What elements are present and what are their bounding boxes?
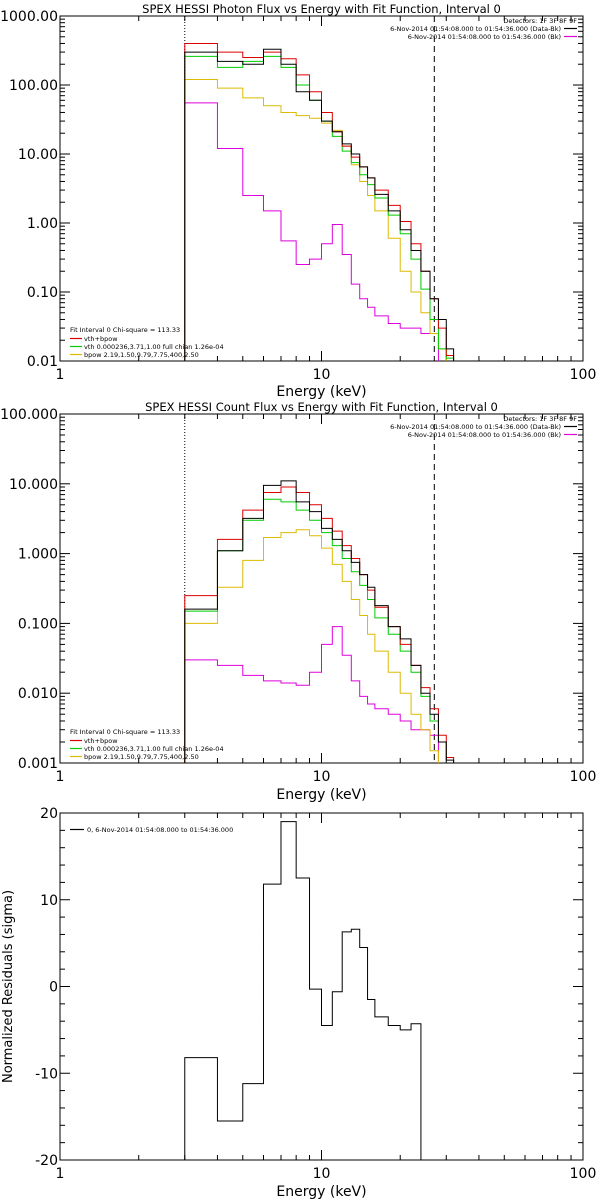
legend-bottom-left-entry: Fit Interval 0 Chi-square = 113.33 xyxy=(70,728,180,736)
legend-top-right-entry: 6-Nov-2014 01:54:08.000 to 01:54:36.000 … xyxy=(408,431,561,439)
y-axis-label: Normalized Residuals (sigma) xyxy=(1,890,16,1083)
x-tick-label: 1 xyxy=(56,769,65,785)
legend-bottom-left-entry: vth+bpow xyxy=(84,737,118,745)
y-tick-label: 0.010 xyxy=(18,686,58,702)
y-tick-label: 100.00 xyxy=(9,78,58,94)
plot-frame xyxy=(59,812,584,1161)
y-tick-label: 0.001 xyxy=(18,756,58,772)
series-data-line xyxy=(184,480,455,763)
chart-title: SPEX HESSI Photon Flux vs Energy with Fi… xyxy=(142,2,501,16)
y-tick-label: 1.000 xyxy=(18,547,58,563)
chart-title: SPEX HESSI Count Flux vs Energy with Fit… xyxy=(145,400,498,414)
series-data-line xyxy=(184,821,422,1160)
x-tick-label: 1 xyxy=(56,367,65,383)
y-tick-label: 10 xyxy=(40,893,58,909)
x-axis-label: Energy (keV) xyxy=(276,384,366,400)
series-vth-line xyxy=(184,498,455,763)
x-tick-label: 10 xyxy=(313,1166,331,1182)
y-tick-label: 100.000 xyxy=(0,407,58,423)
legend-top-right-entry: 6-Nov-2014 01:54:08.000 to 01:54:36.000 … xyxy=(408,33,561,41)
y-tick-label: 1.00 xyxy=(27,216,58,232)
y-tick-label: 1000.00 xyxy=(0,9,58,25)
chart-panel-2: SPEX HESSI Count Flux vs Energy with Fit… xyxy=(0,400,596,803)
series-total-line xyxy=(184,486,455,763)
x-tick-label: 100 xyxy=(570,1166,597,1182)
chart-panel-3: 1 10 100 Energy (keV) -20 -10 0 10 20 Normalized … xyxy=(1,806,596,1200)
series-total-line xyxy=(184,42,455,361)
legend-top-right-entry: 6-Nov-2014 01:54:08.000 to 01:54:36.000 … xyxy=(390,423,561,431)
series-data-line xyxy=(184,48,455,361)
y-tick-label: -10 xyxy=(35,1066,58,1082)
legend-top-right-entry: Detectors: 1F 3F 8F 9F xyxy=(503,415,577,423)
y-tick-label: 0.10 xyxy=(27,285,58,301)
y-tick-label: 20 xyxy=(40,806,58,822)
legend-top-right-entry: Detectors: 1F 3F 8F 9F xyxy=(503,17,577,25)
y-tick-label: -20 xyxy=(35,1153,58,1169)
plot-frame xyxy=(59,413,584,764)
y-tick-label: 0.01 xyxy=(27,354,58,370)
series-bk-line xyxy=(184,102,439,361)
y-tick-label: 0.100 xyxy=(18,616,58,632)
legend-top-right-entry: 6-Nov-2014 01:54:08.000 to 01:54:36.000 … xyxy=(390,25,561,33)
legend-bottom-left-entry: Fit Interval 0 Chi-square = 113.33 xyxy=(70,326,180,334)
series-bk-line xyxy=(184,626,439,763)
x-tick-label: 10 xyxy=(313,367,331,383)
legend-bottom-left-entry: vth+bpow xyxy=(84,335,118,343)
x-tick-label: 100 xyxy=(570,769,597,785)
x-tick-label: 10 xyxy=(313,769,331,785)
y-tick-label: 10.000 xyxy=(9,477,58,493)
series-bpow-line xyxy=(184,529,439,763)
x-axis-label: Energy (keV) xyxy=(276,787,366,803)
y-tick-label: 10.00 xyxy=(18,147,58,163)
legend-bottom-left-entry: vth 0.000236,3.71,1.00 full chian 1.26e-… xyxy=(84,343,224,351)
legend-bottom-left-entry: bpow 2.19,1.50,9.79,7.75,400,2.50 xyxy=(84,351,199,359)
plot-frame xyxy=(59,15,584,362)
x-axis-label: Energy (keV) xyxy=(276,1184,366,1200)
legend-bottom-left-entry: vth 0.000236,3.71,1.00 full chian 1.26e-… xyxy=(84,745,224,753)
legend-entry: 0, 6-Nov-2014 01:54:08.000 to 01:54:36.0… xyxy=(87,826,233,834)
legend-bottom-left-entry: bpow 2.19,1.50,9.79,7.75,400,2.50 xyxy=(84,753,199,761)
series-vth-line xyxy=(184,55,455,361)
series-bpow-line xyxy=(184,79,447,361)
y-tick-label: 0 xyxy=(49,980,58,996)
x-tick-label: 1 xyxy=(56,1166,65,1182)
chart-panel-1: SPEX HESSI Photon Flux vs Energy with Fi… xyxy=(0,2,596,400)
x-tick-label: 100 xyxy=(570,367,597,383)
